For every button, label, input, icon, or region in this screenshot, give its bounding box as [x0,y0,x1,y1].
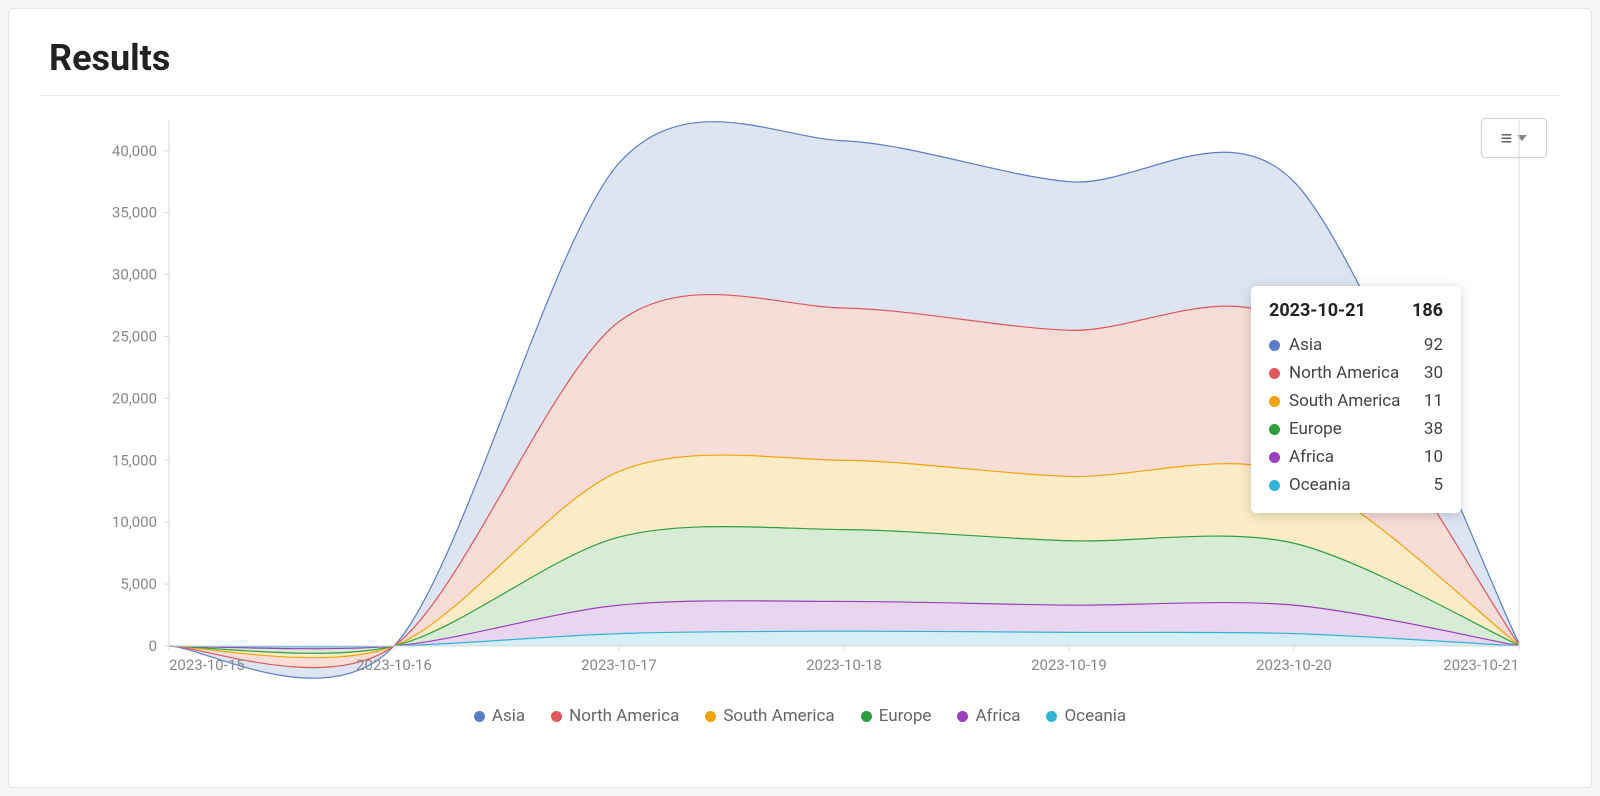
legend-dot-icon [705,711,716,722]
tooltip-series-label: Europe [1289,419,1342,439]
tooltip-row: Europe 38 [1269,415,1443,443]
tooltip-row: Asia 92 [1269,331,1443,359]
divider [39,95,1561,96]
results-panel: Results ≡ 05,00010,00015,00020,00025,000… [8,8,1592,788]
ytick-label: 25,000 [112,327,157,345]
tooltip-series-value: 5 [1433,475,1443,495]
tooltip-row: Oceania 5 [1269,471,1443,499]
xtick-label: 2023-10-19 [1031,656,1107,674]
tooltip-series-label: Oceania [1289,475,1351,495]
legend-label: Africa [975,706,1020,726]
tooltip-series-value: 11 [1424,391,1443,411]
tooltip-dot-icon [1269,368,1280,379]
tooltip-row: South America 11 [1269,387,1443,415]
legend-label: Asia [492,706,525,726]
legend-label: South America [723,706,834,726]
tooltip-series-label: Africa [1289,447,1334,467]
ytick-label: 30,000 [112,266,157,284]
tooltip-series-label: North America [1289,363,1399,383]
tooltip-series-value: 10 [1424,447,1443,467]
ytick-label: 15,000 [112,451,157,469]
legend-item-oceania[interactable]: Oceania [1046,706,1126,726]
legend-item-africa[interactable]: Africa [957,706,1020,726]
legend-item-south-america[interactable]: South America [705,706,834,726]
ytick-label: 0 [149,637,157,655]
xtick-label: 2023-10-20 [1256,656,1332,674]
tooltip-series-value: 92 [1424,335,1443,355]
tooltip-total: 186 [1412,300,1443,321]
legend-item-asia[interactable]: Asia [474,706,525,726]
tooltip-series-value: 30 [1424,363,1443,383]
legend-dot-icon [474,711,485,722]
tooltip-row: Africa 10 [1269,443,1443,471]
ytick-label: 20,000 [112,389,157,407]
tooltip-dot-icon [1269,340,1280,351]
chart-region: ≡ 05,00010,00015,00020,00025,00030,00035… [39,116,1561,726]
xtick-label: 2023-10-21 [1443,656,1519,674]
xtick-label: 2023-10-18 [806,656,882,674]
xtick-label: 2023-10-15 [169,656,245,674]
tooltip-dot-icon [1269,424,1280,435]
tooltip-dot-icon [1269,396,1280,407]
tooltip-date: 2023-10-21 [1269,300,1366,321]
tooltip-header: 2023-10-21 186 [1269,300,1443,321]
xtick-label: 2023-10-17 [581,656,657,674]
tooltip-dot-icon [1269,452,1280,463]
legend-dot-icon [861,711,872,722]
ytick-label: 10,000 [112,513,157,531]
legend-dot-icon [957,711,968,722]
legend-label: North America [569,706,679,726]
ytick-label: 35,000 [112,204,157,222]
tooltip-series-label: Asia [1289,335,1322,355]
chart-legend: Asia North America South America Europe Afri… [39,706,1561,726]
legend-item-north-america[interactable]: North America [551,706,679,726]
ytick-label: 40,000 [112,142,157,160]
legend-label: Oceania [1064,706,1126,726]
legend-dot-icon [1046,711,1057,722]
ytick-label: 5,000 [120,575,157,593]
xtick-label: 2023-10-16 [356,656,432,674]
page-title: Results [49,37,1561,79]
tooltip-dot-icon [1269,480,1280,491]
legend-dot-icon [551,711,562,722]
tooltip-row: North America 30 [1269,359,1443,387]
legend-item-europe[interactable]: Europe [861,706,932,726]
tooltip-series-label: South America [1289,391,1400,411]
tooltip-series-value: 38 [1424,419,1443,439]
legend-label: Europe [879,706,932,726]
chart-tooltip: 2023-10-21 186 Asia 92 North America 30 Sout… [1251,286,1461,513]
